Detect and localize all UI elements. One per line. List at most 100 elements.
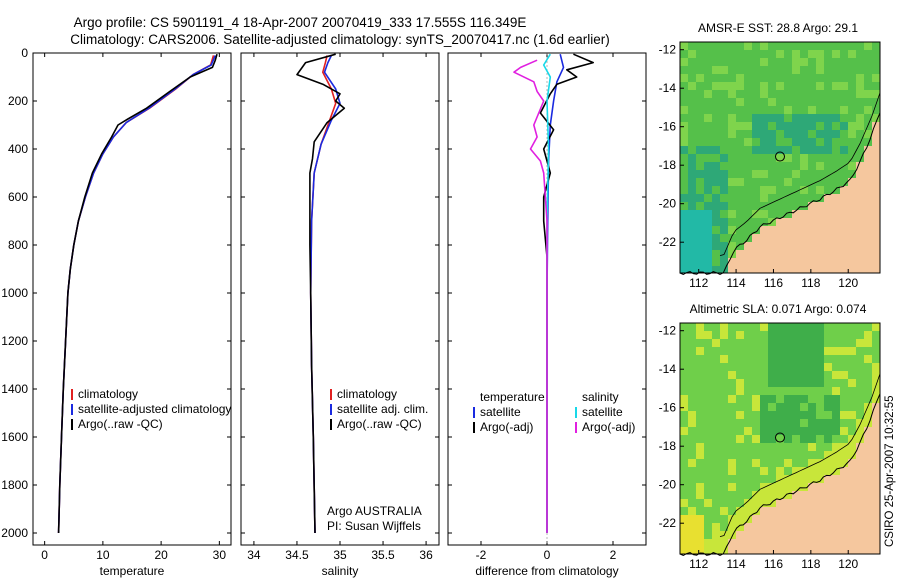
map-cell <box>712 507 720 515</box>
map-cell <box>864 218 872 226</box>
map-cell <box>872 58 880 66</box>
map-cell <box>832 371 840 379</box>
map-cell <box>744 339 752 347</box>
map-cell <box>816 491 824 499</box>
map-cell <box>816 114 824 122</box>
map-cell <box>760 547 768 554</box>
map-cell <box>800 427 808 435</box>
map-cell <box>680 547 688 554</box>
map-cell <box>760 467 768 475</box>
map-cell <box>800 154 808 162</box>
map-cell <box>712 459 720 467</box>
map-cell <box>856 42 864 50</box>
map-cell <box>720 146 728 154</box>
map-cell <box>816 154 824 162</box>
map-cell <box>864 42 872 50</box>
map-cell <box>712 106 720 114</box>
map-cell <box>856 539 864 547</box>
map-cell <box>752 363 760 371</box>
map-cell <box>768 130 776 138</box>
map-cell <box>752 138 760 146</box>
map-cell <box>696 427 704 435</box>
map-cell <box>776 539 784 547</box>
map-cell <box>816 146 824 154</box>
map-cell <box>808 266 816 273</box>
map-cell <box>832 355 840 363</box>
map-cell <box>728 531 736 539</box>
map-cell <box>728 82 736 90</box>
map-cell <box>824 411 832 419</box>
map-cell <box>840 427 848 435</box>
map-cell <box>848 58 856 66</box>
map-cell <box>848 355 856 363</box>
map-cell <box>712 130 720 138</box>
map-cell <box>840 178 848 186</box>
map-cell <box>792 499 800 507</box>
map-cell <box>680 106 688 114</box>
map-cell <box>720 475 728 483</box>
map-cell <box>800 531 808 539</box>
map-cell <box>864 483 872 491</box>
map-cell <box>800 122 808 130</box>
map-cell <box>832 403 840 411</box>
map-cell <box>760 58 768 66</box>
x-axis-label: salinity <box>322 564 359 578</box>
map-cell <box>776 210 784 218</box>
map-cell <box>696 339 704 347</box>
map-cell <box>808 194 816 202</box>
map-cell <box>816 170 824 178</box>
map-cell <box>704 515 712 523</box>
map-cell <box>728 523 736 531</box>
map-cell <box>768 178 776 186</box>
map-cell <box>760 475 768 483</box>
map-cell <box>864 443 872 451</box>
map-cell <box>768 186 776 194</box>
map-cell <box>784 515 792 523</box>
map-cell <box>728 379 736 387</box>
map-cell <box>792 210 800 218</box>
map-cell <box>736 242 744 250</box>
map-cell <box>680 138 688 146</box>
map-cell <box>704 395 712 403</box>
map-cell <box>688 162 696 170</box>
map-cell <box>840 66 848 74</box>
map-cell <box>816 178 824 186</box>
map-cell <box>736 411 744 419</box>
map-cell <box>824 355 832 363</box>
map-cell <box>792 122 800 130</box>
x-tick-label: 112 <box>689 557 708 571</box>
map-cell <box>728 427 736 435</box>
map-cell <box>816 162 824 170</box>
map-cell <box>872 547 880 554</box>
map-cell <box>688 491 696 499</box>
map-cell <box>824 186 832 194</box>
map-cell <box>752 218 760 226</box>
legend-label: Argo(..raw -QC) <box>78 417 163 431</box>
map-cell <box>688 443 696 451</box>
map-cell <box>696 379 704 387</box>
map-cell <box>800 323 808 331</box>
map-cell <box>800 539 808 547</box>
map-cell <box>832 194 840 202</box>
map-cell <box>728 539 736 547</box>
map-cell <box>872 154 880 162</box>
map-cell <box>768 363 776 371</box>
map-cell <box>776 531 784 539</box>
map-cell <box>800 42 808 50</box>
map-cell <box>704 435 712 443</box>
map-cell <box>792 363 800 371</box>
map-cell <box>768 170 776 178</box>
map-cell <box>760 234 768 242</box>
map-cell <box>792 130 800 138</box>
map-cell <box>856 90 864 98</box>
shelf-contour <box>719 92 881 256</box>
map-cell <box>696 130 704 138</box>
map-cell <box>704 443 712 451</box>
map-cell <box>856 379 864 387</box>
map-cell <box>832 234 840 242</box>
map-cell <box>816 547 824 554</box>
map-cell <box>696 403 704 411</box>
map-cell <box>824 266 832 273</box>
map-cell <box>872 531 880 539</box>
map-cell <box>784 106 792 114</box>
